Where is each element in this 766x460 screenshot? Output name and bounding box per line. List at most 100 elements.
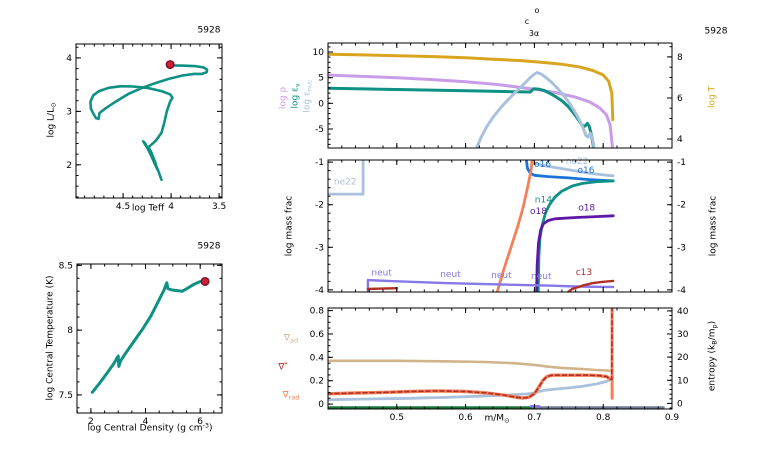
hr-y-axis-label: log L/L⊙ xyxy=(46,102,58,138)
center-y-tick-label: 7.5 xyxy=(59,391,73,401)
pmid-y-axis-label-left: log mass frac xyxy=(284,195,295,257)
curve-label-neut: neut xyxy=(491,271,512,281)
hr-x-axis-label: log Teff xyxy=(131,203,165,214)
series-log-eps-nuc xyxy=(475,71,596,148)
pmid-y2-tick-label: -2 xyxy=(677,201,686,211)
pbot-x-axis-label: m/M⊙ xyxy=(484,413,510,425)
ptop-y-tick-label: -5 xyxy=(315,125,324,135)
hr-frame xyxy=(75,43,223,199)
series-tc-rhoc-track xyxy=(90,279,207,394)
series-evolution-track xyxy=(89,63,209,182)
ptop-y-tick-label: 5 xyxy=(318,74,324,84)
curve-label-n14: n14 xyxy=(535,196,552,206)
center-x-tick-label: 4 xyxy=(143,417,149,427)
curve-label-neut: neut xyxy=(531,272,552,282)
center-y-tick-label: 8.5 xyxy=(59,261,73,271)
center-y-tick-label: 8 xyxy=(67,326,73,336)
hr-x-tick-label: 4.5 xyxy=(116,202,130,212)
burn-marker-3alpha: 3α xyxy=(528,29,540,38)
ptop-log-rho-label: log ρ xyxy=(278,86,289,110)
series-log-eps-nu xyxy=(328,86,596,148)
series-log-rho xyxy=(328,73,614,148)
curve-label-ne22: ne22 xyxy=(334,177,357,187)
center-frame xyxy=(76,263,223,414)
series-c13-inner xyxy=(366,287,398,291)
profiles-model-number-badge: 5928 xyxy=(704,26,728,37)
series-o16 xyxy=(524,160,615,183)
pbot-y2-tick-label: 0 xyxy=(677,399,683,409)
hr-y-tick-label: 4 xyxy=(66,54,72,64)
pmid-y-tick-label: -1 xyxy=(315,158,324,168)
series-entropy xyxy=(328,376,614,402)
curve-label-o18: o18 xyxy=(578,204,595,214)
pmid-frame xyxy=(327,159,673,293)
burn-marker-o: o xyxy=(534,6,540,15)
curve-label-neut: neut xyxy=(371,268,392,278)
pbot-y-tick-label: 0.8 xyxy=(310,307,325,317)
pbot-x-tick-label: 0.6 xyxy=(458,413,473,423)
ptop-frame xyxy=(327,42,673,149)
ptop-y2-tick-label: 8 xyxy=(677,53,683,63)
curve-label-o16: o16 xyxy=(534,160,551,170)
ptop-y-tick-label: 10 xyxy=(313,48,325,58)
pbot-x-tick-label: 0.5 xyxy=(390,413,404,423)
pbot-y2-tick-label: 30 xyxy=(677,330,689,340)
pmid-y2-tick-label: -1 xyxy=(677,158,686,168)
ptop-log-T-label: log T xyxy=(707,85,718,109)
series-h1 xyxy=(495,160,534,292)
series-c13-outer xyxy=(566,279,615,292)
burn-marker-c: c xyxy=(524,17,530,26)
center-model-number-badge: 5928 xyxy=(197,241,221,252)
series-neut xyxy=(366,278,615,292)
curve-label-o18: o18 xyxy=(530,207,547,217)
pbot-x-tick-label: 0.8 xyxy=(596,413,611,423)
series-ne22-core xyxy=(328,160,365,196)
curve-label-ne22: ne22 xyxy=(566,157,589,167)
current-model-dot xyxy=(165,60,175,70)
pbot-y-tick-label: 0.6 xyxy=(310,330,325,340)
pbot-y2-tick-label: 10 xyxy=(677,376,689,386)
pmid-y-tick-label: -2 xyxy=(315,201,324,211)
series-o18 xyxy=(535,214,615,292)
hr-model-number-badge: 5928 xyxy=(197,25,221,36)
hr-x-tick-label: 3.5 xyxy=(212,202,226,212)
curve-label-c13: c13 xyxy=(576,268,592,278)
grad-star-label: ∇* xyxy=(278,360,288,373)
current-model-dot xyxy=(200,276,210,286)
pbot-entropy-label: entropy (kB/mp) xyxy=(707,320,719,392)
pbot-frame xyxy=(327,307,673,410)
series-log-T xyxy=(328,52,615,122)
ptop-y-tick-label: 0 xyxy=(318,99,324,109)
pmid-y-tick-label: -3 xyxy=(315,243,324,253)
pbot-y-tick-label: 0 xyxy=(318,400,324,410)
series-grad-ad xyxy=(328,359,614,399)
center-x-tick-label: 2 xyxy=(88,417,94,427)
hr-y-tick-label: 2 xyxy=(66,161,72,171)
hr-x-tick-label: 4 xyxy=(168,202,174,212)
ptop-y2-tick-label: 6 xyxy=(677,94,683,104)
grad-rad-label: ∇rad xyxy=(282,390,300,402)
pbot-y2-tick-label: 20 xyxy=(677,353,689,363)
pbot-x-tick-label: 0.9 xyxy=(665,413,680,423)
pbot-y-tick-label: 0.4 xyxy=(310,353,325,363)
hr-y-tick-label: 3 xyxy=(66,107,72,117)
center-y-axis-label: log Central Temperature (K) xyxy=(45,275,56,401)
pmid-y-tick-label: -4 xyxy=(315,286,324,296)
curve-label-neut: neut xyxy=(440,270,461,280)
ptop-log-eps-nuc-label: log εnuc xyxy=(302,79,314,113)
pbot-y2-tick-label: 40 xyxy=(677,307,689,317)
series-grad-star xyxy=(328,308,613,399)
pbot-y-tick-label: 0.2 xyxy=(310,377,324,387)
pbot-x-tick-label: 0.7 xyxy=(527,413,541,423)
center-x-axis-label: log Central Density (g cm-3) xyxy=(87,421,213,434)
grad-ad-label: ∇ad xyxy=(283,333,299,345)
pmid-y2-tick-label: -4 xyxy=(677,286,686,296)
ptop-y2-tick-label: 4 xyxy=(677,135,683,145)
center-x-tick-label: 6 xyxy=(197,417,203,427)
ptop-log-eps-nu-label: log εν xyxy=(290,83,302,109)
pmid-y-axis-label-right: log mass frac xyxy=(708,195,719,257)
pmid-y2-tick-label: -3 xyxy=(677,243,686,253)
curve-label-o16: o16 xyxy=(578,166,595,176)
